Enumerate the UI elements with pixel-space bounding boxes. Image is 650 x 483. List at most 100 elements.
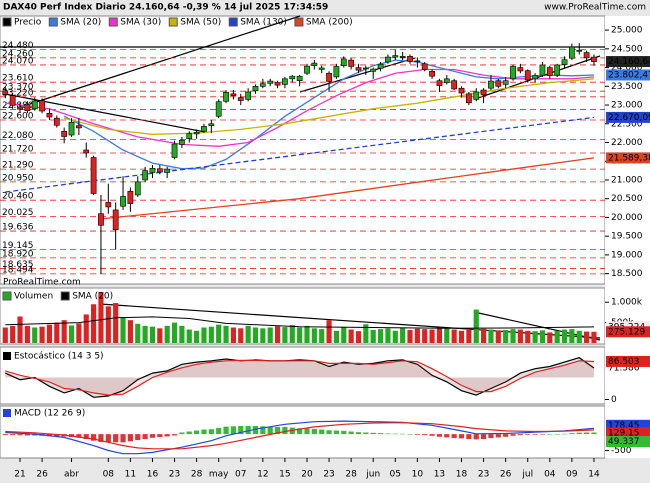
histogram-bar xyxy=(561,433,568,435)
volume-bar xyxy=(194,330,200,343)
candle-body xyxy=(326,72,332,82)
candle-body xyxy=(443,78,450,83)
candle-body xyxy=(340,58,347,67)
trend-line xyxy=(477,55,601,99)
candle-body xyxy=(480,89,487,96)
volume-bar xyxy=(385,328,391,343)
candle-body xyxy=(576,50,583,52)
histogram-bar xyxy=(532,434,538,435)
x-tick-label: 12 xyxy=(257,470,268,480)
panel-title: MACD (12 26 9) xyxy=(14,409,85,419)
volume-bar xyxy=(495,330,501,343)
histogram-bar xyxy=(584,432,590,435)
histogram-bar xyxy=(83,434,89,440)
candle-body xyxy=(465,93,472,104)
panel-title: Estocástico (14 3 5) xyxy=(14,352,104,362)
volume-bar xyxy=(267,327,273,343)
histogram-bar xyxy=(422,434,428,436)
x-tick-label: 26 xyxy=(36,470,48,480)
candle-body xyxy=(208,123,215,126)
level-label: 20.025 xyxy=(2,208,34,218)
volume-bar xyxy=(319,329,325,343)
line xyxy=(5,116,595,193)
histogram-bar xyxy=(2,434,8,436)
histogram-bar xyxy=(547,434,553,435)
candle-body xyxy=(554,64,561,76)
histogram-bar xyxy=(326,430,332,435)
volume-bar xyxy=(201,327,207,343)
level-label: 20.460 xyxy=(2,192,34,202)
histogram-bar xyxy=(54,434,60,437)
histogram-bar xyxy=(149,434,156,438)
candle-body xyxy=(90,157,97,194)
x-tick-label: 15 xyxy=(279,470,290,480)
histogram-bar xyxy=(46,434,53,437)
histogram-bar xyxy=(429,434,435,436)
histogram-bar xyxy=(201,429,207,435)
level-label: 18.494 xyxy=(2,265,34,275)
volume-bar xyxy=(149,326,156,343)
candle-body xyxy=(68,121,75,136)
histogram-bar xyxy=(304,428,310,435)
volume-bar xyxy=(348,329,354,343)
y-tick-label: -500 xyxy=(611,446,632,456)
histogram-bar xyxy=(311,428,317,435)
candle-body xyxy=(223,92,229,102)
value-tag-box xyxy=(606,152,650,164)
candle-body xyxy=(385,56,391,63)
volume-bar xyxy=(363,324,369,343)
line xyxy=(5,316,595,329)
candle-body xyxy=(149,168,156,173)
volume-bar xyxy=(510,329,516,343)
legend-label: SMA (130) xyxy=(240,18,287,28)
x-tick-label: 28 xyxy=(345,470,357,480)
candle-body xyxy=(473,91,480,100)
trend-line xyxy=(4,93,206,133)
histogram-bar xyxy=(157,434,163,438)
x-tick-label: 11 xyxy=(125,470,136,480)
histogram-bar xyxy=(481,434,487,440)
volume-bar xyxy=(238,328,244,343)
candle-body xyxy=(61,130,68,137)
value-tag-box xyxy=(606,326,650,338)
level-label: 24.070 xyxy=(2,56,34,66)
volume-bar xyxy=(311,328,317,343)
value-tag-box xyxy=(606,436,650,448)
histogram-bar xyxy=(488,434,494,439)
legend-label: SMA (200) xyxy=(306,18,353,28)
histogram-bar xyxy=(142,434,148,440)
histogram-bar xyxy=(24,434,30,436)
volume-bar xyxy=(39,326,45,343)
level-label: 18.635 xyxy=(2,260,34,270)
right-axis-area xyxy=(605,16,650,458)
level-label: 24.480 xyxy=(2,41,34,51)
candle-body xyxy=(9,95,16,106)
histogram-bar xyxy=(32,434,38,436)
candle-body xyxy=(524,70,531,81)
candle-body xyxy=(532,75,538,80)
volume-bar xyxy=(547,332,553,343)
candle-body xyxy=(451,80,458,90)
histogram-bar xyxy=(245,425,251,435)
y-tick-label: 18.500 xyxy=(611,269,643,279)
x-tick-label: 23 xyxy=(478,470,489,480)
price-panel xyxy=(0,15,606,285)
area xyxy=(5,360,595,396)
volume-bar xyxy=(252,327,259,343)
histogram-bar xyxy=(252,425,259,435)
volume-bar xyxy=(569,329,575,343)
value-tag: 23.802,47 xyxy=(608,70,650,80)
candle-body xyxy=(127,190,134,204)
x-tick-label: 09 xyxy=(566,470,578,480)
volume-bar xyxy=(260,328,266,343)
volume-bar xyxy=(422,329,428,343)
volume-bar xyxy=(429,329,435,343)
candle-body xyxy=(583,52,590,59)
legend-swatch xyxy=(108,17,118,27)
y-tick-label: 21.000 xyxy=(611,175,643,185)
candle-body xyxy=(414,60,421,63)
value-tag: 71.586 xyxy=(608,364,640,374)
x-tick-label: 10 xyxy=(412,470,424,480)
volume-bar xyxy=(164,325,170,343)
y-tick-label: 19.000 xyxy=(611,250,643,260)
